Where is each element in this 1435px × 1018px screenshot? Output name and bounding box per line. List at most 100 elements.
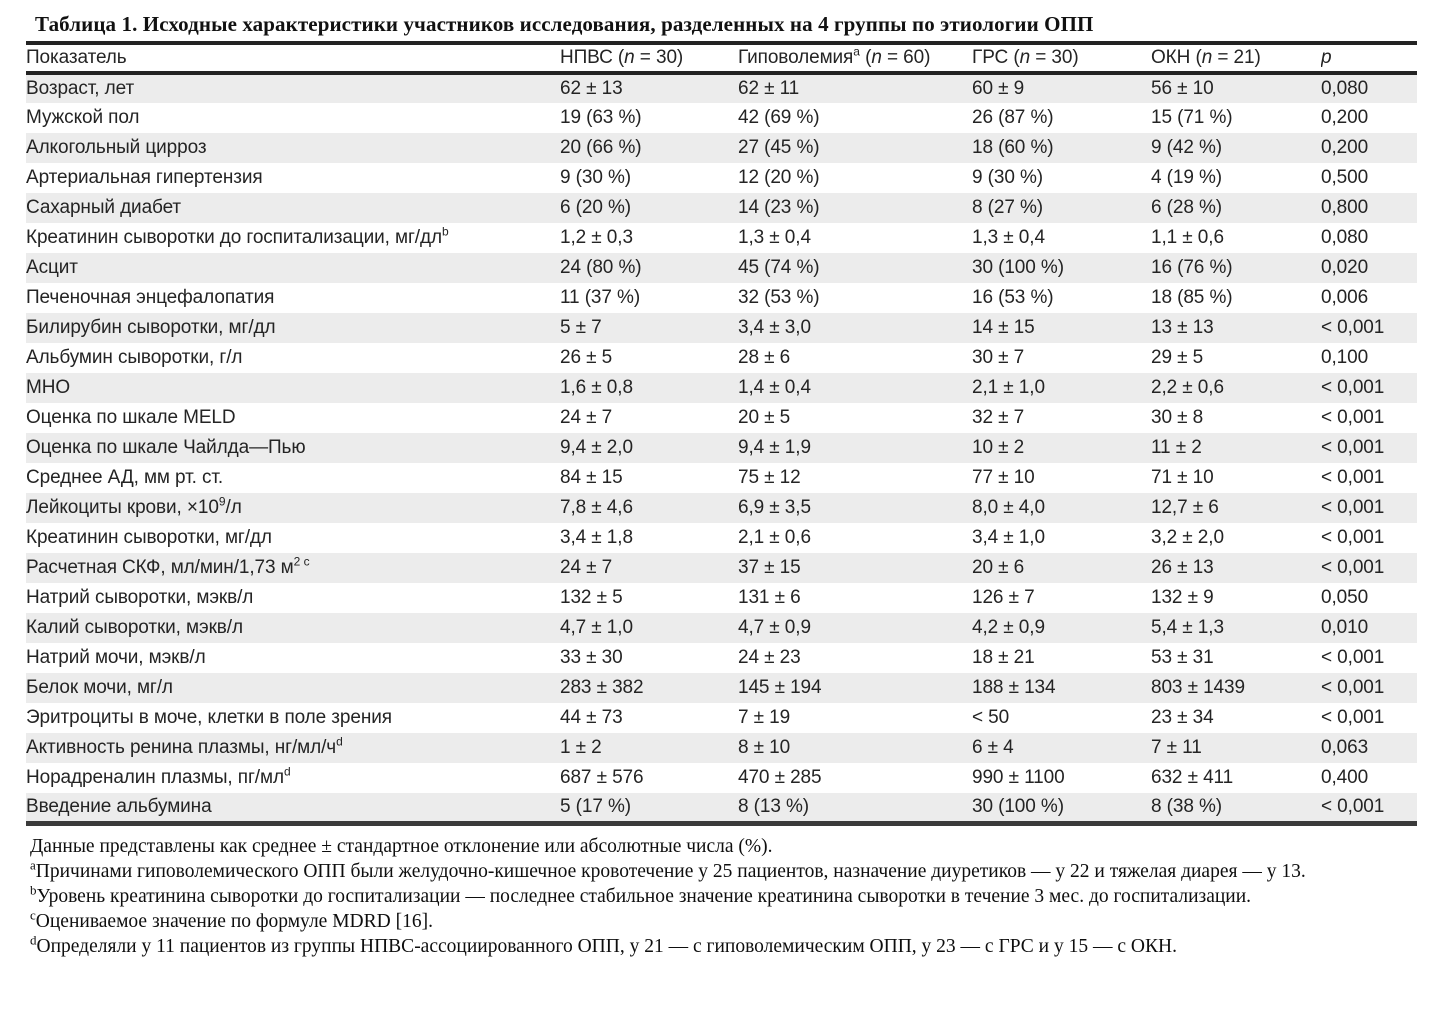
cell-value-hrs: 30 ± 7 [972,347,1025,368]
cell-p-value: < 0,001 [1321,497,1385,518]
header-row: Показатель НПВС (n = 30) Гиповолемияa (n… [26,43,1417,73]
cell-value-nsaid: 44 ± 73 [560,707,623,728]
row-label: Белок мочи, мг/л [26,677,173,698]
row-label: Лейкоциты крови, ×109/л [26,494,242,518]
cell-value-hrs: 6 ± 4 [972,737,1014,758]
cell-p-value: < 0,001 [1321,377,1385,398]
row-label: Артериальная гипертензия [26,167,263,188]
table-row: Активность ренина плазмы, нг/мл/чd 1 ± 2… [26,733,1417,763]
table-row: Билирубин сыворотки, мг/дл 5 ± 7 3,4 ± 3… [26,313,1417,343]
cell-p-value: 0,080 [1321,78,1369,99]
cell-value-nsaid: 3,4 ± 1,8 [560,527,633,548]
footnote-marker: a [30,857,36,872]
cell-p-value: 0,050 [1321,587,1369,608]
cell-value-hypovolemia: 131 ± 6 [738,587,801,608]
footnote-marker: c [30,907,36,922]
footnote: dОпределяли у 11 пациентов из группы НПВ… [30,932,1177,957]
cell-p-value: 0,200 [1321,137,1369,158]
cell-value-hrs: 30 (100 %) [972,795,1064,817]
cell-p-value: 0,800 [1321,197,1369,218]
cell-value-nsaid: 6 (20 %) [560,197,632,218]
cell-value-hrs: 20 ± 6 [972,557,1025,578]
cell-value-hrs: < 50 [972,707,1010,728]
cell-value-nsaid: 24 ± 7 [560,557,613,578]
baseline-characteristics-table: Показатель НПВС (n = 30) Гиповолемияa (n… [26,41,1417,826]
cell-value-atn: 26 ± 13 [1151,557,1214,578]
row-label: Мужской пол [26,107,140,128]
cell-value-hrs: 26 (87 %) [972,107,1054,128]
cell-value-nsaid: 283 ± 382 [560,677,644,698]
table-title: Таблица 1. Исходные характеристики участ… [35,12,1094,36]
cell-value-hrs: 8,0 ± 4,0 [972,497,1045,518]
table-row: Печеночная энцефалопатия 11 (37 %) 32 (5… [26,283,1417,313]
cell-value-hypovolemia: 12 (20 %) [738,167,820,188]
cell-value-hypovolemia: 470 ± 285 [738,767,822,788]
footnote-marker: 2 c [293,554,310,569]
table-row: Возраст, лет 62 ± 13 62 ± 11 60 ± 9 56 ±… [26,73,1417,103]
row-label: Алкогольный цирроз [26,137,207,158]
cell-value-atn: 11 ± 2 [1151,437,1202,458]
cell-p-value: 0,080 [1321,227,1369,248]
table-row: Сахарный диабет 6 (20 %) 14 (23 %) 8 (27… [26,193,1417,223]
row-label: Креатинин сыворотки до госпитализации, м… [26,224,449,248]
row-label: Печеночная энцефалопатия [26,287,275,308]
cell-value-nsaid: 24 ± 7 [560,407,613,428]
row-label: Расчетная СКФ, мл/мин/1,73 м2 c [26,554,310,578]
cell-value-hrs: 990 ± 1100 [972,767,1065,788]
table-row: Среднее АД, мм рт. ст. 84 ± 15 75 ± 12 7… [26,463,1417,493]
table-row: Артериальная гипертензия 9 (30 %) 12 (20… [26,163,1417,193]
cell-value-atn: 132 ± 9 [1151,587,1214,608]
cell-value-nsaid: 5 ± 7 [560,317,602,338]
cell-value-atn: 16 (76 %) [1151,257,1233,278]
cell-value-hrs: 32 ± 7 [972,407,1025,428]
cell-value-nsaid: 84 ± 15 [560,467,623,488]
cell-value-hypovolemia: 9,4 ± 1,9 [738,437,811,458]
row-label: Возраст, лет [26,78,135,99]
cell-value-hrs: 18 ± 21 [972,647,1035,668]
cell-value-nsaid: 19 (63 %) [560,107,642,128]
cell-value-atn: 30 ± 8 [1151,407,1204,428]
cell-value-hypovolemia: 32 (53 %) [738,287,820,308]
column-header-hrs: ГРС (n = 30) [972,47,1079,68]
table-row: Алкогольный цирроз 20 (66 %) 27 (45 %) 1… [26,133,1417,163]
cell-p-value: 0,500 [1321,167,1369,188]
cell-value-atn: 53 ± 31 [1151,647,1214,668]
cell-value-hypovolemia: 4,7 ± 0,9 [738,617,811,638]
cell-p-value: < 0,001 [1321,437,1385,458]
column-header-indicator: Показатель [26,47,127,68]
cell-value-hrs: 126 ± 7 [972,587,1035,608]
cell-value-hypovolemia: 45 (74 %) [738,257,820,278]
cell-p-value: 0,063 [1321,737,1369,758]
row-label: Билирубин сыворотки, мг/дл [26,317,276,338]
cell-value-nsaid: 20 (66 %) [560,137,642,158]
cell-value-hypovolemia: 28 ± 6 [738,347,791,368]
table-row: Белок мочи, мг/л 283 ± 382 145 ± 194 188… [26,673,1417,703]
row-label: Сахарный диабет [26,197,182,218]
column-header-atn: ОКН (n = 21) [1151,47,1261,68]
cell-value-nsaid: 33 ± 30 [560,647,623,668]
cell-value-nsaid: 26 ± 5 [560,347,613,368]
table-row: Оценка по шкале Чайлда—Пью 9,4 ± 2,0 9,4… [26,433,1417,463]
cell-p-value: < 0,001 [1321,467,1385,488]
row-label: Асцит [26,257,78,278]
cell-value-hypovolemia: 3,4 ± 3,0 [738,317,811,338]
row-label: Калий сыворотки, мэкв/л [26,617,243,638]
cell-value-atn: 23 ± 34 [1151,707,1214,728]
table-row: Альбумин сыворотки, г/л 26 ± 5 28 ± 6 30… [26,343,1417,373]
table-row: Калий сыворотки, мэкв/л 4,7 ± 1,0 4,7 ± … [26,613,1417,643]
row-label: Оценка по шкале MELD [26,407,236,428]
cell-value-hypovolemia: 27 (45 %) [738,137,820,158]
cell-value-hypovolemia: 7 ± 19 [738,707,791,728]
cell-value-hrs: 18 (60 %) [972,137,1054,158]
cell-value-nsaid: 1,6 ± 0,8 [560,377,633,398]
cell-value-hypovolemia: 1,3 ± 0,4 [738,227,811,248]
footnote-marker: a [853,44,860,59]
cell-value-atn: 5,4 ± 1,3 [1151,617,1224,638]
cell-p-value: 0,010 [1321,617,1369,638]
cell-value-hypovolemia: 6,9 ± 3,5 [738,497,811,518]
table-row: Натрий сыворотки, мэкв/л 132 ± 5 131 ± 6… [26,583,1417,613]
cell-value-hrs: 60 ± 9 [972,78,1025,99]
table-row: Введение альбумина 5 (17 %) 8 (13 %) 30 … [26,793,1417,823]
cell-value-hypovolemia: 2,1 ± 0,6 [738,527,811,548]
